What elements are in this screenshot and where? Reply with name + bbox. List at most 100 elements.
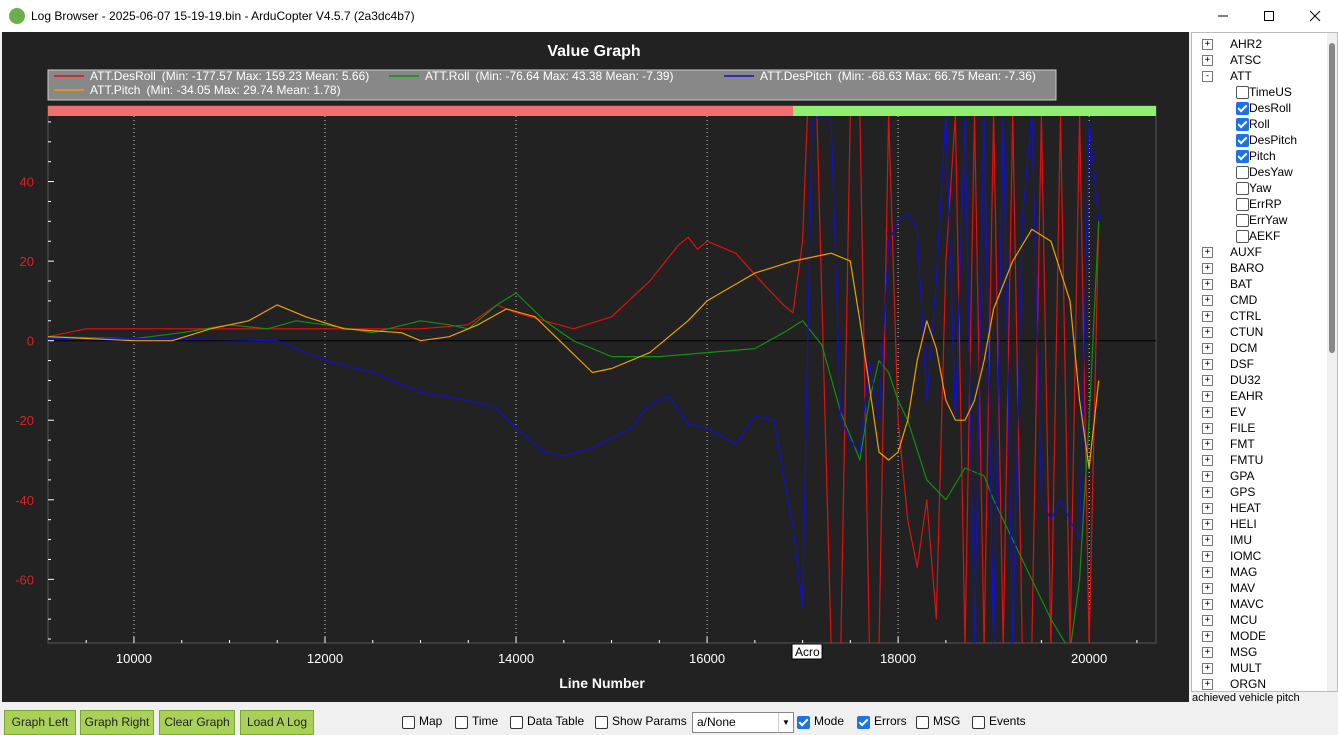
mode-select[interactable]: a/None ▼	[692, 712, 794, 733]
tree-item-imu[interactable]: + IMU	[1192, 532, 1322, 548]
errors-checkbox[interactable]: Errors	[857, 714, 912, 730]
field-checkbox[interactable]	[1236, 166, 1249, 179]
tree-item-fmt[interactable]: + FMT	[1192, 436, 1322, 452]
field-checkbox[interactable]	[1236, 102, 1249, 115]
field-checkbox[interactable]	[1236, 118, 1249, 131]
tree-item-desyaw[interactable]: DesYaw	[1192, 164, 1322, 180]
tree-item-iomc[interactable]: + IOMC	[1192, 548, 1322, 564]
mode-checkbox[interactable]: Mode	[797, 714, 845, 730]
expand-icon[interactable]: +	[1202, 647, 1213, 658]
close-button[interactable]	[1292, 0, 1338, 32]
tree-item-file[interactable]: + FILE	[1192, 420, 1322, 436]
field-checkbox[interactable]	[1236, 182, 1249, 195]
expand-icon[interactable]: +	[1202, 535, 1213, 546]
expand-icon[interactable]: +	[1202, 567, 1213, 578]
msg-checkbox[interactable]: MSG	[916, 714, 961, 730]
tree-item-mav[interactable]: + MAV	[1192, 580, 1322, 596]
tree-item-orgn[interactable]: + ORGN	[1192, 676, 1322, 691]
tree-item-dsf[interactable]: + DSF	[1192, 356, 1322, 372]
expand-icon[interactable]: +	[1202, 295, 1213, 306]
tree-scrollbar[interactable]	[1327, 33, 1337, 691]
value-graph-panel[interactable]: Value Graph 40 20 0 -20 -40 -60 10000 12000 1400…	[2, 32, 1189, 702]
tree-item-eahr[interactable]: + EAHR	[1192, 388, 1322, 404]
tree-item-du32[interactable]: + DU32	[1192, 372, 1322, 388]
load-log-button[interactable]: Load A Log	[240, 710, 314, 735]
expand-icon[interactable]: +	[1202, 343, 1213, 354]
tree-item-bat[interactable]: + BAT	[1192, 276, 1322, 292]
expand-icon[interactable]: +	[1202, 631, 1213, 642]
show-params-checkbox[interactable]: Show Params	[595, 714, 687, 730]
tree-item-roll[interactable]: Roll	[1192, 116, 1322, 132]
expand-icon[interactable]: +	[1202, 279, 1213, 290]
value-graph-chart[interactable]: Value Graph 40 20 0 -20 -40 -60 10000 12000 1400…	[2, 32, 1189, 702]
collapse-icon[interactable]: -	[1202, 71, 1213, 82]
tree-item-auxf[interactable]: + AUXF	[1192, 244, 1322, 260]
tree-item-heli[interactable]: + HELI	[1192, 516, 1322, 532]
expand-icon[interactable]: +	[1202, 39, 1213, 50]
field-tree[interactable]: + AHR2 + ATSC - ATT TimeUS DesRoll Roll DesPitch P…	[1191, 32, 1338, 692]
events-checkbox[interactable]: Events	[972, 714, 1027, 730]
tree-item-atsc[interactable]: + ATSC	[1192, 52, 1322, 68]
expand-icon[interactable]: +	[1202, 583, 1213, 594]
expand-icon[interactable]: +	[1202, 471, 1213, 482]
tree-item-msg[interactable]: + MSG	[1192, 644, 1322, 660]
tree-item-errrp[interactable]: ErrRP	[1192, 196, 1322, 212]
expand-icon[interactable]: +	[1202, 615, 1213, 626]
tree-item-desroll[interactable]: DesRoll	[1192, 100, 1322, 116]
expand-icon[interactable]: +	[1202, 391, 1213, 402]
tree-scroll-thumb[interactable]	[1329, 43, 1335, 353]
tree-item-ev[interactable]: + EV	[1192, 404, 1322, 420]
field-checkbox[interactable]	[1236, 150, 1249, 163]
tree-item-fmtu[interactable]: + FMTU	[1192, 452, 1322, 468]
expand-icon[interactable]: +	[1202, 503, 1213, 514]
expand-icon[interactable]: +	[1202, 487, 1213, 498]
expand-icon[interactable]: +	[1202, 55, 1213, 66]
field-checkbox[interactable]	[1236, 230, 1249, 243]
field-checkbox[interactable]	[1236, 134, 1249, 147]
graph-right-button[interactable]: Graph Right	[80, 710, 154, 735]
tree-item-gps[interactable]: + GPS	[1192, 484, 1322, 500]
chevron-down-icon[interactable]: ▼	[778, 713, 793, 732]
expand-icon[interactable]: +	[1202, 407, 1213, 418]
minimize-button[interactable]	[1200, 0, 1246, 32]
data-table-checkbox[interactable]: Data Table	[510, 714, 585, 730]
tree-item-cmd[interactable]: + CMD	[1192, 292, 1322, 308]
tree-item-att[interactable]: - ATT	[1192, 68, 1322, 84]
tree-item-pitch[interactable]: Pitch	[1192, 148, 1322, 164]
expand-icon[interactable]: +	[1202, 375, 1213, 386]
series-line-att-pitch[interactable]	[48, 228, 1100, 469]
expand-icon[interactable]: +	[1202, 247, 1213, 258]
tree-item-yaw[interactable]: Yaw	[1192, 180, 1322, 196]
expand-icon[interactable]: +	[1202, 679, 1213, 690]
field-checkbox[interactable]	[1236, 86, 1249, 99]
tree-item-timeus[interactable]: TimeUS	[1192, 84, 1322, 100]
tree-item-heat[interactable]: + HEAT	[1192, 500, 1322, 516]
tree-item-aekf[interactable]: AEKF	[1192, 228, 1322, 244]
expand-icon[interactable]: +	[1202, 359, 1213, 370]
tree-item-baro[interactable]: + BARO	[1192, 260, 1322, 276]
tree-item-gpa[interactable]: + GPA	[1192, 468, 1322, 484]
tree-item-ctun[interactable]: + CTUN	[1192, 324, 1322, 340]
tree-item-mode[interactable]: + MODE	[1192, 628, 1322, 644]
expand-icon[interactable]: +	[1202, 599, 1213, 610]
map-checkbox[interactable]: Map	[402, 714, 442, 730]
maximize-button[interactable]	[1246, 0, 1292, 32]
graph-left-button[interactable]: Graph Left	[4, 710, 76, 735]
expand-icon[interactable]: +	[1202, 423, 1213, 434]
tree-item-mag[interactable]: + MAG	[1192, 564, 1322, 580]
plot-area[interactable]	[47, 105, 1157, 644]
field-checkbox[interactable]	[1236, 198, 1249, 211]
expand-icon[interactable]: +	[1202, 439, 1213, 450]
tree-item-mcu[interactable]: + MCU	[1192, 612, 1322, 628]
clear-graph-button[interactable]: Clear Graph	[159, 710, 235, 735]
tree-item-mavc[interactable]: + MAVC	[1192, 596, 1322, 612]
expand-icon[interactable]: +	[1202, 327, 1213, 338]
tree-item-despitch[interactable]: DesPitch	[1192, 132, 1322, 148]
expand-icon[interactable]: +	[1202, 263, 1213, 274]
expand-icon[interactable]: +	[1202, 311, 1213, 322]
series-line-att-despitch[interactable]	[48, 114, 1100, 647]
expand-icon[interactable]: +	[1202, 455, 1213, 466]
expand-icon[interactable]: +	[1202, 663, 1213, 674]
expand-icon[interactable]: +	[1202, 551, 1213, 562]
expand-icon[interactable]: +	[1202, 519, 1213, 530]
